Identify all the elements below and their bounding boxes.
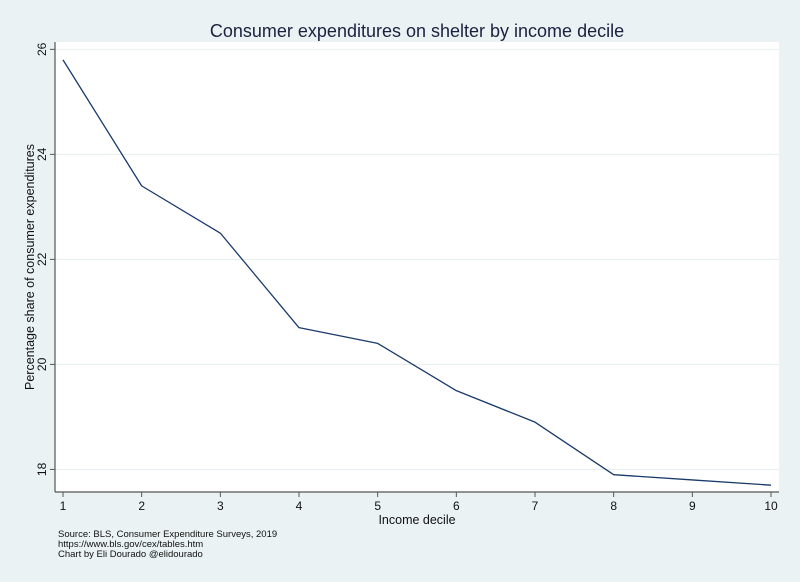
x-tick-label: 5 bbox=[374, 499, 381, 513]
y-tick-label: 20 bbox=[35, 357, 49, 371]
x-tick-label: 2 bbox=[138, 499, 145, 513]
plot-area bbox=[55, 42, 779, 492]
x-tick-label: 4 bbox=[296, 499, 303, 513]
y-tick-label: 26 bbox=[35, 42, 49, 56]
y-tick-label: 24 bbox=[35, 147, 49, 161]
y-axis-ticks: 18 20 22 24 26 bbox=[35, 42, 55, 476]
chart-title: Consumer expenditures on shelter by inco… bbox=[210, 21, 624, 41]
series-group bbox=[62, 59, 772, 486]
source-url: https://www.bls.gov/cex/tables.htm bbox=[58, 539, 204, 550]
x-axis-ticks: 1 2 3 4 5 6 7 8 9 10 bbox=[60, 492, 778, 513]
x-tick-label: 9 bbox=[689, 499, 696, 513]
x-tick-label: 3 bbox=[217, 499, 224, 513]
x-tick-label: 6 bbox=[453, 499, 460, 513]
gridlines bbox=[55, 48, 779, 470]
credit-note: Chart by Eli Dourado @elidourado bbox=[58, 549, 203, 560]
x-tick-label: 7 bbox=[532, 499, 539, 513]
y-tick-label: 18 bbox=[35, 462, 49, 476]
x-tick-label: 1 bbox=[60, 499, 67, 513]
x-tick-label: 10 bbox=[764, 499, 778, 513]
x-tick-label: 8 bbox=[610, 499, 617, 513]
y-axis-label: Percentage share of consumer expenditure… bbox=[23, 144, 37, 390]
y-tick-label: 22 bbox=[35, 252, 49, 266]
source-note: Source: BLS, Consumer Expenditure Survey… bbox=[58, 529, 278, 540]
series-line bbox=[62, 59, 772, 486]
axes bbox=[54, 42, 779, 493]
x-axis-label: Income decile bbox=[378, 513, 455, 527]
